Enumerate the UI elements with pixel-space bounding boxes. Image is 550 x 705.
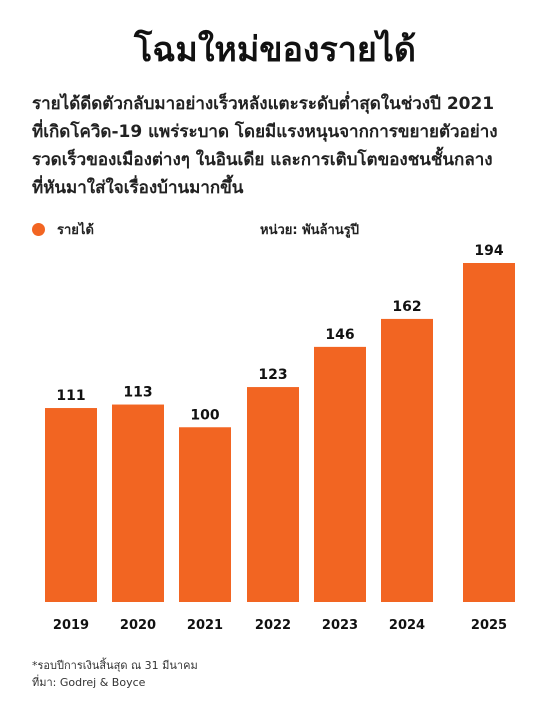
subtitle-line: รวดเร็วของเมืองต่างๆ ในอินเดีย และการเติ… xyxy=(32,150,493,170)
x-tick-label-2025: 2025 xyxy=(471,618,507,633)
bar-2019 xyxy=(45,408,97,602)
data-label-2025: 194 xyxy=(474,243,503,259)
legend-label: รายได้ xyxy=(57,223,94,238)
data-label-2021: 100 xyxy=(190,407,219,423)
bar-2024 xyxy=(381,318,433,602)
data-label-2024: 162 xyxy=(392,299,421,315)
legend-swatch xyxy=(32,223,45,236)
bar-2023 xyxy=(314,346,366,602)
bar-2020 xyxy=(112,404,164,602)
chart-subtitle: รายได้ดีดตัวกลับมาอย่างเร็วหลังแตะระดับต… xyxy=(32,90,532,202)
bar-2021 xyxy=(179,427,231,602)
x-tick-label-2024: 2024 xyxy=(389,618,425,633)
data-label-2020: 113 xyxy=(123,385,152,401)
footnote-fiscal-year: *รอบปีการเงินสิ้นสุด ณ 31 มีนาคม xyxy=(32,659,198,672)
x-tick-label-2021: 2021 xyxy=(187,618,223,633)
bar-2025 xyxy=(463,263,515,602)
x-tick-label-2019: 2019 xyxy=(53,618,89,633)
chart-title: โฉมใหม่ของรายได้ xyxy=(134,30,416,70)
subtitle-line: ที่หันมาใส่ใจเรื่องบ้านมากขึ้น xyxy=(32,178,244,198)
footnotes: *รอบปีการเงินสิ้นสุด ณ 31 มีนาคม ที่มา: … xyxy=(32,657,198,691)
subtitle-line: รายได้ดีดตัวกลับมาอย่างเร็วหลังแตะระดับต… xyxy=(32,94,495,114)
data-label-2019: 111 xyxy=(56,388,85,404)
data-label-2023: 146 xyxy=(325,327,354,343)
x-tick-label-2020: 2020 xyxy=(120,618,156,633)
footnote-source: ที่มา: Godrej & Boyce xyxy=(32,676,146,689)
x-tick-label-2023: 2023 xyxy=(322,618,358,633)
bar-2022 xyxy=(247,387,299,602)
unit-label: หน่วย: พันล้านรูปี xyxy=(260,223,359,238)
data-label-2022: 123 xyxy=(258,367,287,383)
subtitle-line: ที่เกิดโควิด-19 แพร่ระบาด โดยมีแรงหนุนจา… xyxy=(32,122,498,142)
legend: รายได้ xyxy=(32,219,94,240)
x-tick-label-2022: 2022 xyxy=(255,618,291,633)
